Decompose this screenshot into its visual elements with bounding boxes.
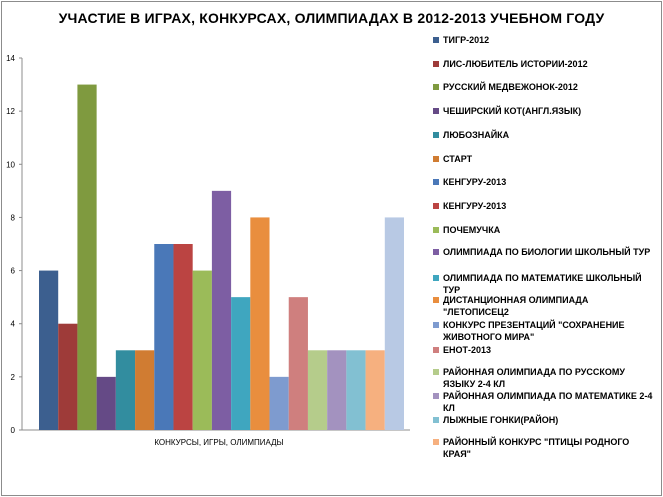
legend-label: ОЛИМПИАДА ПО МАТЕМАТИКЕ ШКОЛЬНЫЙ ТУР: [443, 273, 642, 295]
legend-label: КОНКУРС ПРЕЗЕНТАЦИЙ "СОХРАНЕНИЕ ЖИВОТНОГ…: [443, 320, 625, 342]
bar-8: [173, 244, 193, 430]
legend-swatch: [433, 227, 439, 233]
x-axis-category-label: КОНКУРСЫ, ИГРЫ, ОЛИМПИАДЫ: [154, 438, 283, 447]
legend-item: РУССКИЙ МЕДВЕЖОНОК-2012: [433, 81, 655, 93]
legend-swatch: [433, 108, 439, 114]
bar-13: [269, 376, 289, 430]
legend-item: ДИСТАНЦИОННАЯ ОЛИМПИАДА "ЛЕТОПИСЕЦ2: [433, 294, 655, 318]
legend-swatch: [433, 275, 439, 281]
legend-swatch: [433, 417, 439, 423]
legend-label: ЛЫЖНЫЕ ГОНКИ(РАЙОН): [443, 415, 559, 425]
legend-item: ЛИС-ЛЮБИТЕЛЬ ИСТОРИИ-2012: [433, 58, 655, 70]
legend-item: КОНКУРС ПРЕЗЕНТАЦИЙ "СОХРАНЕНИЕ ЖИВОТНОГ…: [433, 319, 655, 343]
legend-swatch: [433, 179, 439, 185]
legend-swatch: [433, 203, 439, 209]
bar-3: [77, 84, 97, 431]
bar-1: [39, 270, 59, 430]
y-tick-label: 2: [11, 373, 16, 382]
legend-item: ТИГР-2012: [433, 34, 655, 46]
legend-label: ТИГР-2012: [443, 35, 490, 45]
legend-swatch: [433, 439, 439, 445]
bar-17: [346, 350, 366, 430]
bar-6: [135, 350, 155, 430]
bar-19: [384, 217, 404, 430]
legend-item: ОЛИМПИАДА ПО МАТЕМАТИКЕ ШКОЛЬНЫЙ ТУР: [433, 272, 655, 296]
legend-swatch: [433, 322, 439, 328]
legend-item: РАЙОННЫЙ КОНКУРС "ПТИЦЫ РОДНОГО КРАЯ": [433, 436, 655, 460]
bar-4: [96, 376, 116, 430]
legend-label: РАЙОННЫЙ КОНКУРС "ПТИЦЫ РОДНОГО КРАЯ": [443, 437, 630, 459]
legend-item: ЛЮБОЗНАЙКА: [433, 129, 655, 141]
legend-label: СТАРТ: [443, 154, 473, 164]
legend-item: ПОЧЕМУЧКА: [433, 224, 655, 236]
y-tick-label: 10: [6, 160, 15, 169]
legend-item: КЕНГУРУ-2013: [433, 176, 655, 188]
y-tick-label: 14: [6, 54, 15, 63]
legend-swatch: [433, 37, 439, 43]
y-tick-label: 8: [11, 213, 16, 222]
legend-label: ЛИС-ЛЮБИТЕЛЬ ИСТОРИИ-2012: [443, 59, 588, 69]
chart-title: УЧАСТИЕ В ИГРАХ, КОНКУРСАХ, ОЛИМПИАДАХ В…: [58, 10, 605, 26]
legend-label: ЧЕШИРСКИЙ КОТ(АНГЛ.ЯЗЫК): [443, 106, 582, 116]
bar-16: [327, 350, 347, 430]
legend-item: ЧЕШИРСКИЙ КОТ(АНГЛ.ЯЗЫК): [433, 105, 655, 117]
y-tick-label: 0: [11, 426, 16, 435]
legend-item: РАЙОННАЯ ОЛИМПИАДА ПО РУССКОМУ ЯЗЫКУ 2-4…: [433, 366, 655, 390]
bar-9: [192, 270, 212, 430]
legend-label: КЕНГУРУ-2013: [443, 177, 507, 187]
bar-10: [211, 190, 232, 430]
legend-label: ПОЧЕМУЧКА: [443, 225, 501, 235]
bar-14: [288, 297, 308, 430]
y-tick-label: 12: [6, 107, 15, 116]
legend-item: КЕНГУРУ-2013: [433, 200, 655, 212]
legend-item: СТАРТ: [433, 153, 655, 165]
legend-label: ОЛИМПИАДА ПО БИОЛОГИИ ШКОЛЬНЫЙ ТУР: [443, 247, 651, 257]
legend-swatch: [433, 132, 439, 138]
legend-item: ОЛИМПИАДА ПО БИОЛОГИИ ШКОЛЬНЫЙ ТУР: [433, 246, 655, 258]
legend-item: ЕНОТ-2013: [433, 344, 655, 356]
legend-swatch: [433, 297, 439, 303]
bar-5: [115, 350, 136, 430]
legend-swatch: [433, 347, 439, 353]
bar-18: [365, 350, 385, 430]
legend-label: ДИСТАНЦИОННАЯ ОЛИМПИАДА "ЛЕТОПИСЕЦ2: [443, 295, 589, 317]
bar-12: [250, 217, 270, 430]
legend-swatch: [433, 249, 439, 255]
y-tick-label: 4: [11, 320, 16, 329]
bar-15: [307, 350, 328, 430]
legend-label: ЛЮБОЗНАЙКА: [443, 130, 510, 140]
legend-swatch: [433, 61, 439, 67]
bar-7: [154, 244, 174, 430]
legend-label: КЕНГУРУ-2013: [443, 201, 507, 211]
legend-swatch: [433, 393, 439, 399]
legend-swatch: [433, 84, 439, 90]
legend-swatch: [433, 156, 439, 162]
legend-item: РАЙОННАЯ ОЛИМПИАДА ПО МАТЕМАТИКЕ 2-4 КЛ: [433, 390, 655, 414]
bar-11: [231, 297, 251, 430]
legend-label: ЕНОТ-2013: [443, 345, 492, 355]
legend-label: РАЙОННАЯ ОЛИМПИАДА ПО РУССКОМУ ЯЗЫКУ 2-4…: [443, 367, 625, 389]
y-tick-label: 6: [11, 267, 16, 276]
bar-2: [58, 323, 78, 430]
legend-item: ЛЫЖНЫЕ ГОНКИ(РАЙОН): [433, 414, 655, 426]
legend-swatch: [433, 369, 439, 375]
legend-label: РУССКИЙ МЕДВЕЖОНОК-2012: [443, 82, 578, 92]
legend-label: РАЙОННАЯ ОЛИМПИАДА ПО МАТЕМАТИКЕ 2-4 КЛ: [443, 391, 653, 413]
